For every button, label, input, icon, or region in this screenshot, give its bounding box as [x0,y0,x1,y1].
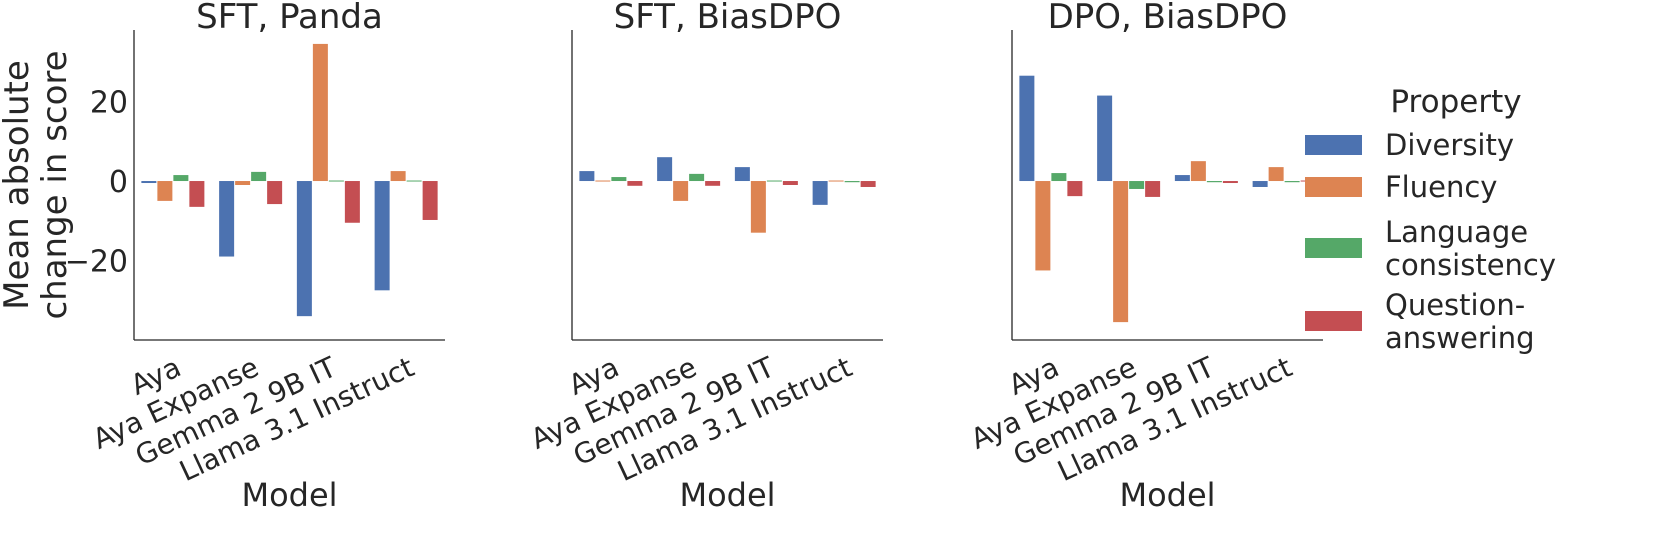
y-tick-label: 0 [109,165,128,200]
bar-diversity-aya-expanse [1097,95,1113,182]
legend-label: Diversity [1385,128,1514,162]
bar-fluency-llama-3-1-instruct [390,171,406,182]
bar-language-consistency-llama-3-1-instruct [406,180,422,182]
legend-title: Property [1390,84,1521,120]
bar-fluency-aya-expanse [235,181,251,185]
bar-diversity-llama-3-1-instruct [1252,181,1268,187]
bar-question-answering-gemma-2-9b-it [1222,181,1238,184]
bar-fluency-gemma-2-9b-it [1190,161,1206,182]
bar-question-answering-aya [189,181,205,207]
bar-question-answering-aya-expanse [705,181,721,186]
x-axis-label: Model [1119,476,1215,514]
bar-diversity-gemma-2-9b-it [1174,175,1190,182]
bar-diversity-llama-3-1-instruct [374,181,390,291]
bar-language-consistency-llama-3-1-instruct [1284,181,1300,183]
bar-fluency-aya [595,180,611,182]
bar-fluency-aya [157,181,173,201]
legend-swatch [1305,135,1362,155]
bar-fluency-aya-expanse [673,181,689,201]
bar-diversity-aya-expanse [219,181,235,257]
y-tick-label: −20 [65,245,128,280]
bar-question-answering-llama-3-1-instruct [860,181,876,187]
bar-diversity-aya-expanse [657,157,673,182]
bar-language-consistency-gemma-2-9b-it [1206,181,1222,183]
bar-language-consistency-aya [173,175,189,182]
bar-language-consistency-aya [611,177,627,182]
legend-swatch [1305,311,1362,331]
bar-question-answering-gemma-2-9b-it [344,181,360,223]
bar-fluency-aya-expanse [1113,181,1129,323]
bar-question-answering-aya-expanse [267,181,283,205]
bar-language-consistency-gemma-2-9b-it [328,180,344,182]
legend-label: Language consistency [1385,215,1556,282]
bar-fluency-aya [1035,181,1051,271]
bar-fluency-gemma-2-9b-it [750,181,766,233]
bar-diversity-aya [579,171,595,182]
legend: Property Diversity Fluency Language consiste… [1305,84,1556,355]
bar-language-consistency-llama-3-1-instruct [844,181,860,183]
bar-question-answering-aya [627,181,643,186]
legend-label: Fluency [1385,170,1497,204]
bar-diversity-gemma-2-9b-it [734,167,750,182]
bar-diversity-aya [141,181,157,184]
x-axis-label: Model [241,476,337,514]
bar-diversity-gemma-2-9b-it [296,181,312,317]
bar-diversity-aya [1019,75,1035,182]
bar-language-consistency-aya-expanse [251,171,267,182]
bar-fluency-llama-3-1-instruct [828,180,844,182]
bar-diversity-llama-3-1-instruct [812,181,828,205]
legend-swatch [1305,238,1362,258]
bar-language-consistency-aya [1051,173,1067,182]
panel-title: SFT, BiasDPO [614,0,842,37]
bar-fluency-gemma-2-9b-it [312,43,328,182]
bar-language-consistency-gemma-2-9b-it [766,180,782,182]
y-tick-label: 20 [90,86,128,121]
bar-question-answering-llama-3-1-instruct [422,181,438,220]
bar-language-consistency-aya-expanse [1129,181,1145,189]
legend-swatch [1305,177,1362,197]
y-axis-label: Mean absolutechange in score [0,50,75,319]
bar-language-consistency-aya-expanse [689,173,705,182]
x-axis-label: Model [679,476,775,514]
legend-label: Question-answering [1385,288,1535,355]
bar-question-answering-aya-expanse [1145,181,1161,197]
bar-question-answering-gemma-2-9b-it [782,181,798,185]
panel-title: DPO, BiasDPO [1048,0,1288,37]
bar-question-answering-aya [1067,181,1083,197]
panel-title: SFT, Panda [196,0,383,37]
bar-fluency-llama-3-1-instruct [1268,167,1284,182]
